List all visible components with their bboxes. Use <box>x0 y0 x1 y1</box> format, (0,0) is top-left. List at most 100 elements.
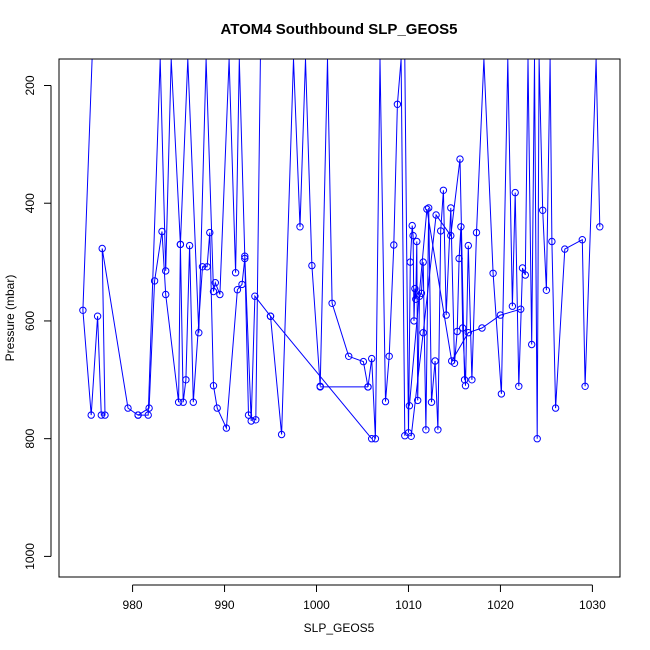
data-point <box>162 267 170 275</box>
data-point <box>158 227 166 236</box>
x-tick-label: 990 <box>215 598 235 612</box>
data-point <box>533 435 541 443</box>
data-point <box>409 231 417 240</box>
data-point <box>393 100 402 109</box>
x-tick-label: 1010 <box>395 598 422 612</box>
chart-title: ATOM4 Southbound SLP_GEOS5 <box>221 21 458 38</box>
data-point <box>596 223 604 231</box>
data-point <box>87 411 95 419</box>
y-tick-label: 600 <box>23 311 37 331</box>
data-point <box>359 357 368 366</box>
y-tick-label: 400 <box>23 193 37 213</box>
data-point <box>551 404 560 412</box>
x-tick-label: 1020 <box>487 598 514 612</box>
data-point <box>195 329 203 337</box>
data-point <box>417 289 426 297</box>
data-point <box>198 263 207 271</box>
data-point <box>79 306 87 314</box>
data-point <box>101 411 109 419</box>
data-point <box>423 205 431 213</box>
data-point <box>252 416 260 424</box>
data-point <box>176 240 185 249</box>
data-point <box>364 383 372 391</box>
data-point <box>277 430 286 439</box>
data-point <box>578 236 586 244</box>
data-point <box>496 311 505 319</box>
data-point <box>437 227 445 235</box>
data-point <box>98 244 106 253</box>
data-point <box>144 411 152 419</box>
data-point <box>405 402 414 410</box>
data-point <box>247 417 255 425</box>
data-point <box>427 398 436 406</box>
data-point <box>517 305 525 313</box>
data-layer <box>79 59 604 443</box>
x-axis-label: SLP_GEOS5 <box>304 621 375 635</box>
data-point <box>371 435 380 443</box>
data-point <box>345 352 353 360</box>
data-point <box>233 286 242 294</box>
data-point <box>241 252 249 260</box>
data-point <box>174 398 183 406</box>
data-point <box>511 188 519 197</box>
data-point <box>381 397 390 406</box>
x-tick-label: 980 <box>123 598 143 612</box>
data-point <box>407 432 415 440</box>
data-point <box>316 383 324 391</box>
x-tick-label: 1000 <box>303 598 330 612</box>
data-point <box>478 324 486 332</box>
data-point <box>539 206 547 215</box>
data-point <box>222 424 231 432</box>
data-point <box>406 258 414 266</box>
y-tick-label: 1000 <box>23 543 37 570</box>
data-point <box>432 211 440 219</box>
data-point <box>251 292 259 300</box>
data-point <box>448 357 456 365</box>
data-point <box>390 241 398 249</box>
data-point <box>182 376 190 384</box>
data-point <box>456 155 464 163</box>
data-point <box>414 396 422 405</box>
data-point <box>206 228 214 237</box>
data-point <box>368 435 376 443</box>
data-point <box>521 271 529 279</box>
data-point <box>209 382 218 390</box>
data-point <box>419 258 427 266</box>
data-point <box>150 277 159 285</box>
data-point <box>425 204 433 212</box>
data-point <box>408 221 416 230</box>
data-point <box>179 398 187 406</box>
data-point <box>508 302 517 310</box>
data-point <box>434 426 442 434</box>
series-line-2 <box>270 315 373 440</box>
y-tick-label: 800 <box>23 428 37 448</box>
data-point <box>93 312 102 320</box>
data-point <box>460 376 469 384</box>
data-point <box>413 237 421 246</box>
data-point <box>203 263 211 271</box>
series-line-4 <box>404 59 601 439</box>
data-point <box>464 241 472 250</box>
data-point <box>528 340 536 349</box>
data-point <box>472 228 481 237</box>
data-point <box>561 245 569 253</box>
data-point <box>97 411 106 419</box>
data-point <box>216 290 224 299</box>
data-point <box>442 311 450 319</box>
data-point <box>422 426 430 434</box>
data-point <box>431 357 439 365</box>
data-point <box>515 382 523 390</box>
series-line-6 <box>410 159 466 437</box>
data-point <box>464 329 472 337</box>
data-point <box>439 186 448 195</box>
data-point <box>145 404 153 412</box>
data-point <box>134 411 142 419</box>
data-point <box>419 329 427 337</box>
plot-frame <box>58 58 621 578</box>
data-point <box>518 264 527 272</box>
data-point <box>162 290 170 299</box>
data-point <box>266 312 275 320</box>
data-point <box>238 280 246 289</box>
